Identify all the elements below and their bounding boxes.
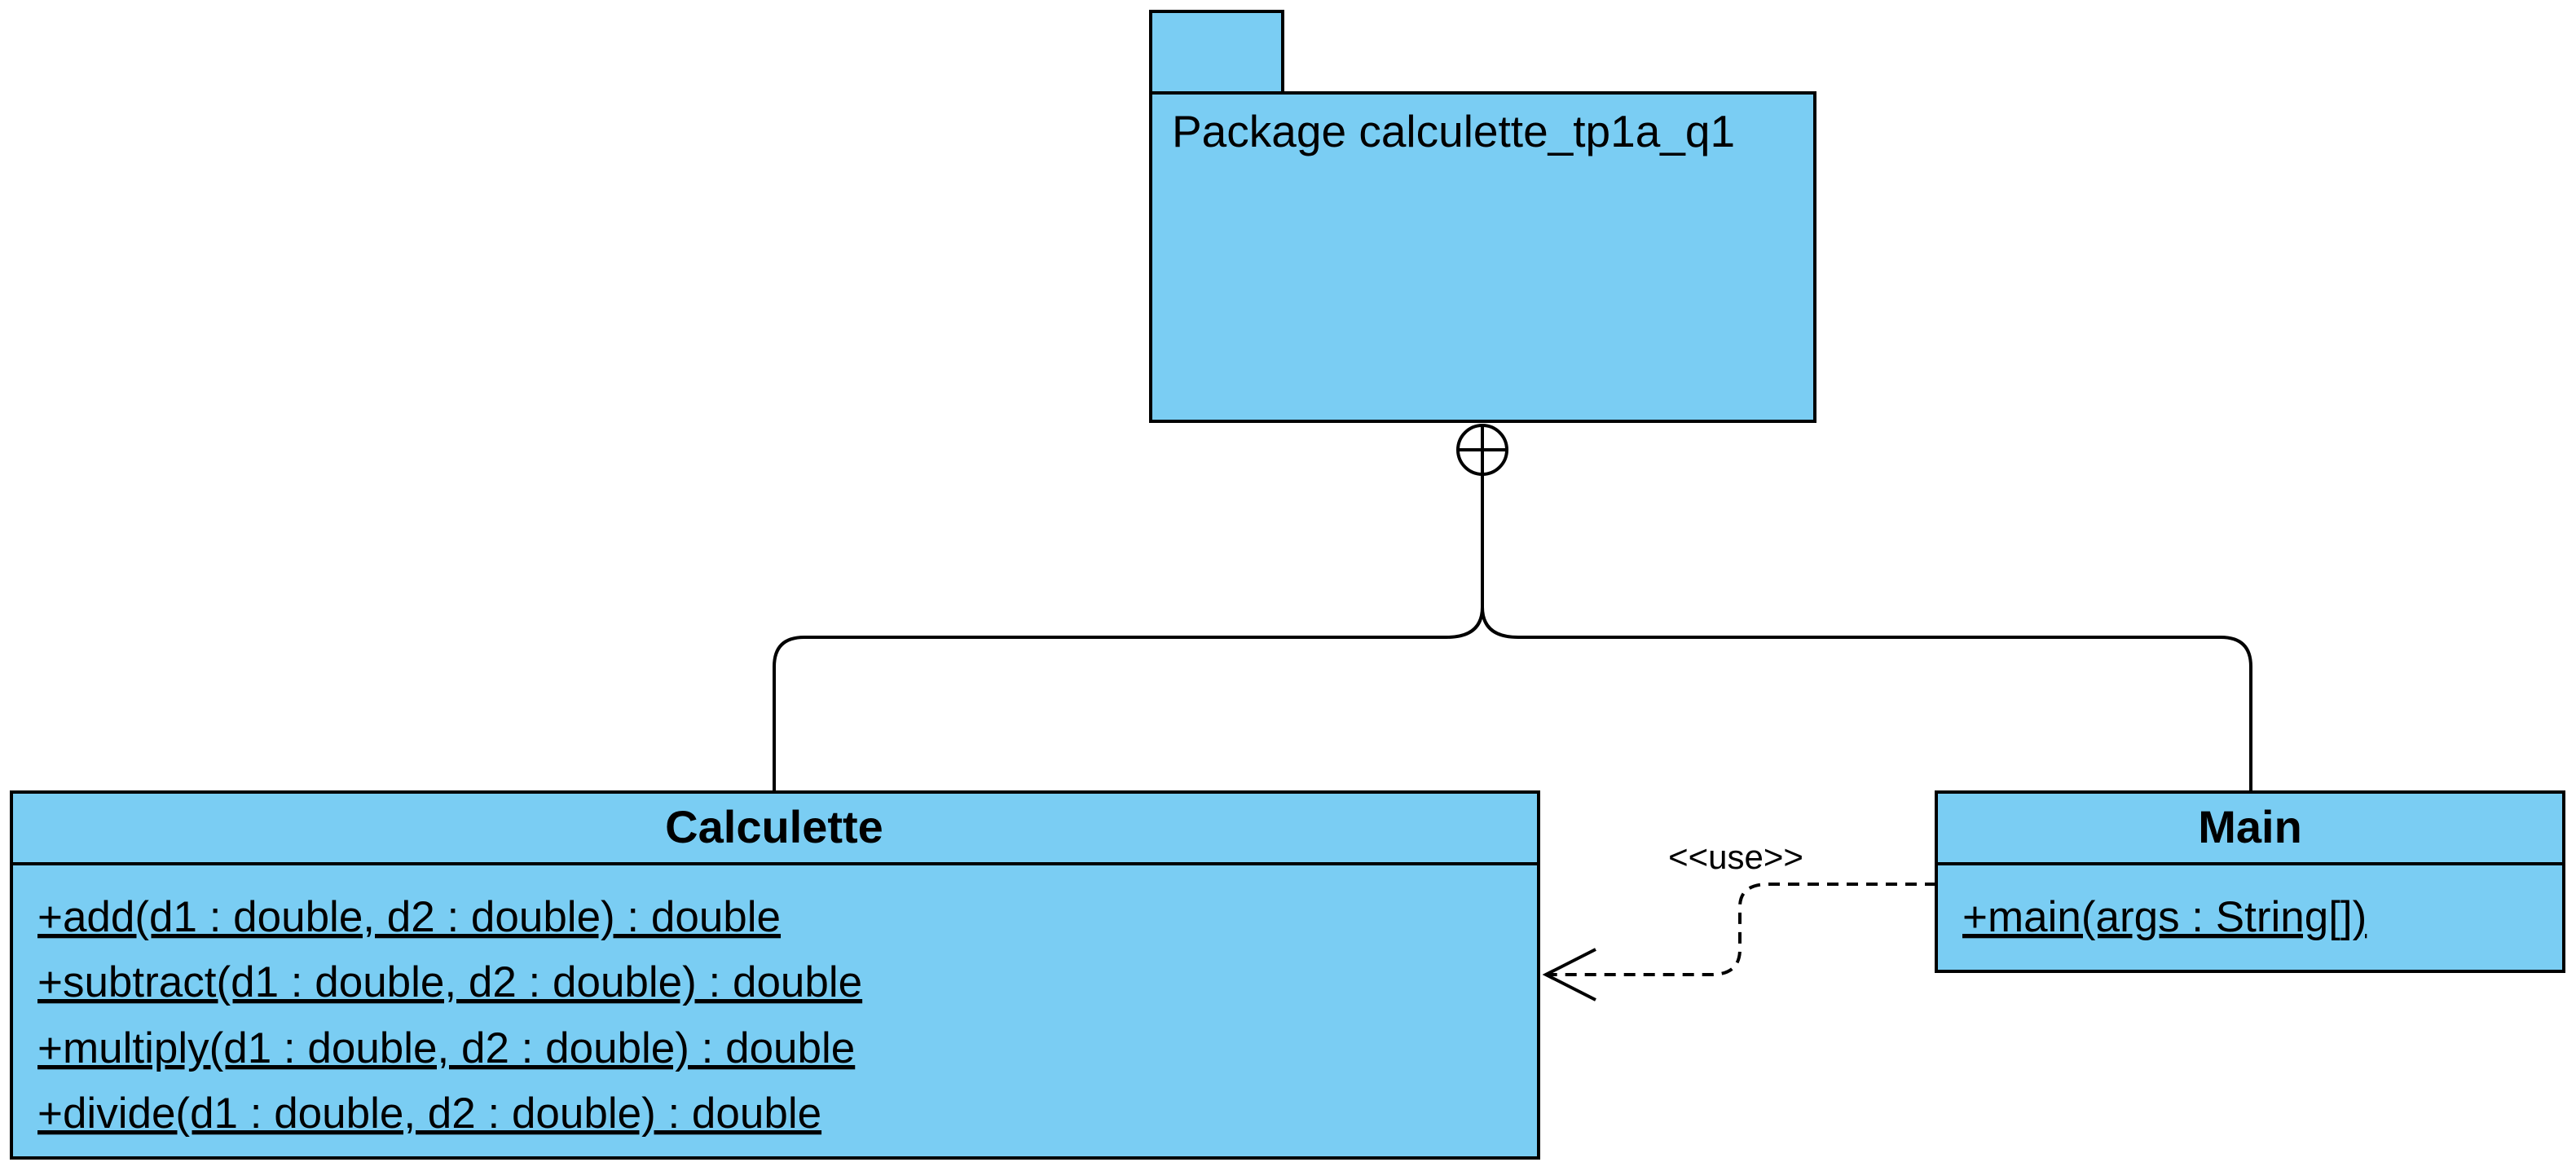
package-tab <box>1149 10 1284 95</box>
package[interactable]: Package calculette_tp1a_q1 <box>1149 10 1816 423</box>
method-add: +add(d1 : double, d2 : double) : double <box>37 893 781 941</box>
class-main[interactable]: Main +main(args : String[]) <box>1935 790 2565 973</box>
package-body <box>1149 91 1816 423</box>
dependency-line <box>1546 883 1936 976</box>
class-main-header <box>1935 790 2565 865</box>
method-main: +main(args : String[]) <box>1962 893 2367 941</box>
containment-connector <box>773 424 2252 792</box>
circle-plus-icon <box>1456 424 1508 476</box>
dependency-stereotype: <<use>> <box>1668 838 1803 876</box>
dependency-use[interactable]: <<use>> <box>1542 838 1936 1002</box>
class-calculette-title: Calculette <box>665 801 883 852</box>
containment-line-main <box>1481 606 2252 792</box>
method-subtract: +subtract(d1 : double, d2 : double) : do… <box>37 958 862 1006</box>
package-name: Package calculette_tp1a_q1 <box>1172 106 1735 156</box>
method-multiply: +multiply(d1 : double, d2 : double) : do… <box>37 1024 855 1072</box>
class-main-methods <box>1935 862 2565 973</box>
class-calculette-methods <box>10 862 1540 1160</box>
class-calculette[interactable]: Calculette +add(d1 : double, d2 : double… <box>10 790 1540 1160</box>
containment-line-calculette <box>773 467 1484 792</box>
class-main-title: Main <box>2198 801 2302 852</box>
method-divide: +divide(d1 : double, d2 : double) : doub… <box>37 1090 821 1138</box>
open-arrowhead-icon <box>1542 948 1596 1002</box>
